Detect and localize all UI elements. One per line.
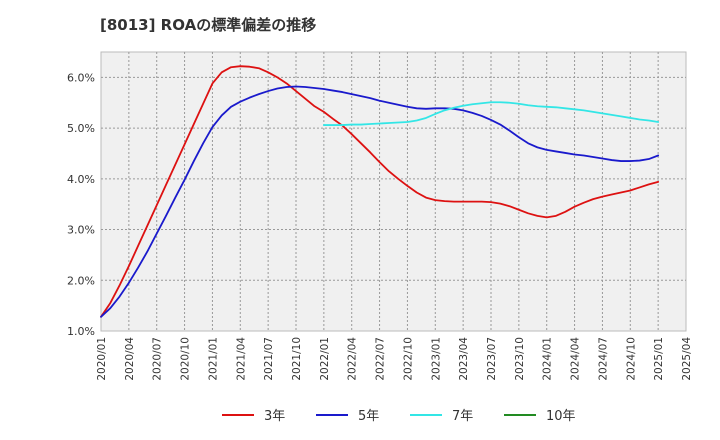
x-tick-label: 2022/01 [319,337,331,381]
series-line-7年 [322,101,660,126]
y-tick-label: 1.0% [67,325,95,338]
x-tick-label: 2024/01 [542,337,554,381]
x-tick-label: 2020/10 [180,337,192,381]
x-tick-label: 2022/10 [402,337,414,381]
legend: 3年 5年 7年 10年 [222,409,576,424]
x-tick-label: 2022/07 [375,337,387,381]
chart-title: [8013] ROAの標準偏差の推移 [100,16,317,34]
x-tick-label: 2021/10 [291,337,303,381]
legend-label: 3年 [264,409,285,424]
series-layer [100,65,660,318]
x-tick-label: 2021/04 [235,337,247,381]
x-tick-label: 2020/07 [152,337,164,381]
x-tick-label: 2020/01 [96,337,108,381]
y-tick-label: 6.0% [67,71,95,84]
x-tick-label: 2022/04 [347,337,359,381]
axis-layer: 1.0% 2.0% 3.0% 4.0% 5.0% 6.0% 2020/01 2020/04 20… [67,71,693,380]
x-tick-label: 2023/07 [486,337,498,381]
y-tick-label: 3.0% [67,224,95,237]
x-tick-label: 2024/07 [597,337,609,381]
x-tick-label: 2020/04 [124,337,136,381]
y-tick-label: 2.0% [67,274,95,287]
y-tick-label: 5.0% [67,122,95,135]
x-tick-label: 2025/01 [653,337,665,381]
series-line-5年 [100,85,660,318]
series-line-3年 [100,65,660,318]
x-tick-label: 2025/04 [681,337,693,381]
x-tick-label: 2024/04 [570,337,582,381]
y-tick-label: 4.0% [67,173,95,186]
legend-label: 5年 [358,409,379,424]
x-tick-label: 2023/10 [514,337,526,381]
legend-label: 10年 [546,409,576,424]
legend-label: 7年 [452,409,473,424]
x-tick-label: 2021/01 [207,337,219,381]
grid-layer [101,52,686,331]
x-tick-label: 2023/01 [430,337,442,381]
x-tick-label: 2021/07 [263,337,275,381]
x-tick-label: 2024/10 [625,337,637,381]
x-tick-label: 2023/04 [458,337,470,381]
plot-area [100,51,687,332]
